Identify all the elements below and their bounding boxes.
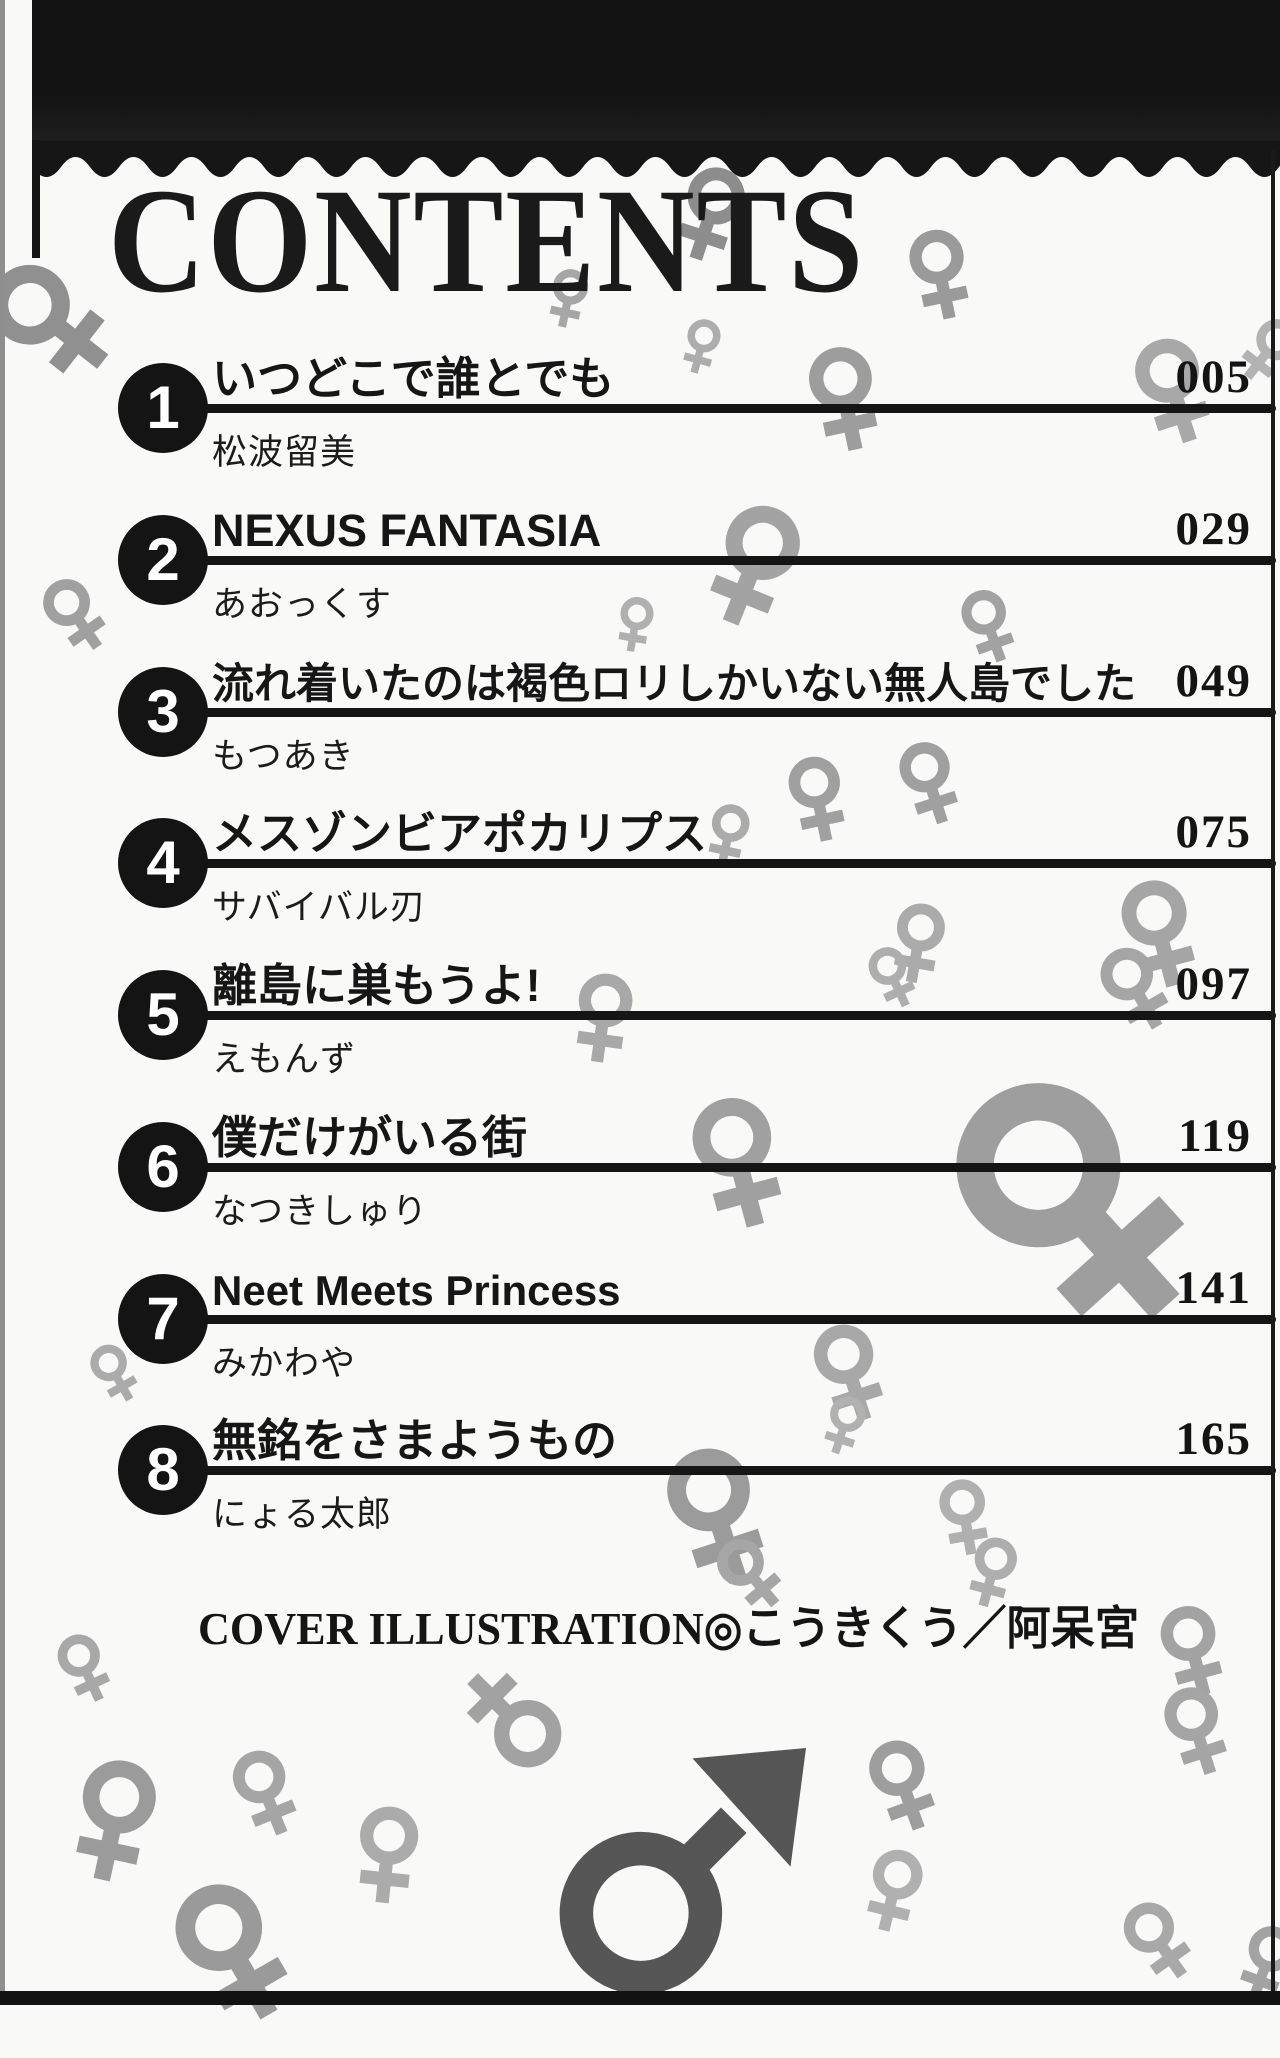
female-symbol-icon (331, 1800, 443, 1912)
female-symbol-icon (849, 934, 937, 1022)
female-symbol-icon (647, 152, 773, 278)
male-symbol-icon (548, 1748, 806, 2006)
female-symbol-icon (0, 224, 150, 421)
top-banner (32, 0, 1280, 142)
female-symbol-icon (36, 1620, 134, 1718)
scan-left-edge (0, 0, 5, 2005)
female-symbol-icon (841, 1724, 965, 1848)
female-symbol-icon (841, 1839, 946, 1944)
female-symbol-icon (874, 1005, 1280, 1412)
female-symbol-icon (654, 1079, 823, 1248)
female-symbol-icon (919, 1472, 1012, 1565)
banner-wavy-edge (32, 141, 1280, 177)
female-symbol-icon (1215, 1913, 1280, 2016)
female-symbol-icon (601, 591, 668, 658)
female-symbol-icon (780, 335, 910, 465)
female-symbol-icon (71, 1330, 158, 1417)
female-symbol-icon (428, 1634, 595, 1801)
female-symbol-icon (875, 729, 986, 840)
female-symbol-icon (38, 1746, 190, 1898)
female-symbol-icon (1138, 1673, 1256, 1791)
female-symbol-icon (765, 747, 872, 854)
cover-illustration-credit: COVER ILLUSTRATION◎こうきくう／阿呆宮 (198, 1603, 1139, 1654)
female-symbol-icon (805, 1387, 883, 1465)
female-symbol-icon (1098, 1881, 1221, 2004)
female-symbol-icon (1090, 865, 1230, 1005)
female-symbol-icon (206, 1734, 326, 1854)
female-symbol-icon (665, 311, 736, 382)
female-symbol-icon (1134, 1593, 1252, 1711)
female-symbol-icon (668, 482, 837, 651)
scan-bottom-edge (0, 1991, 1280, 2005)
female-symbol-icon (939, 577, 1039, 677)
female-symbol-icon (550, 966, 656, 1072)
female-symbol-icon (1217, 300, 1280, 401)
banner-left-notch (32, 140, 40, 258)
female-symbol-icon (19, 559, 133, 673)
female-symbol-icon (947, 1528, 1038, 1619)
female-symbol-icon (689, 797, 767, 875)
female-symbol-icon (1103, 321, 1244, 462)
female-symbol-icon (884, 219, 997, 332)
female-symbol-icon (693, 1517, 809, 1633)
page-title: CONTENTS (108, 158, 866, 324)
female-symbol-icon (531, 262, 605, 336)
scan-right-edge (1271, 150, 1275, 2005)
